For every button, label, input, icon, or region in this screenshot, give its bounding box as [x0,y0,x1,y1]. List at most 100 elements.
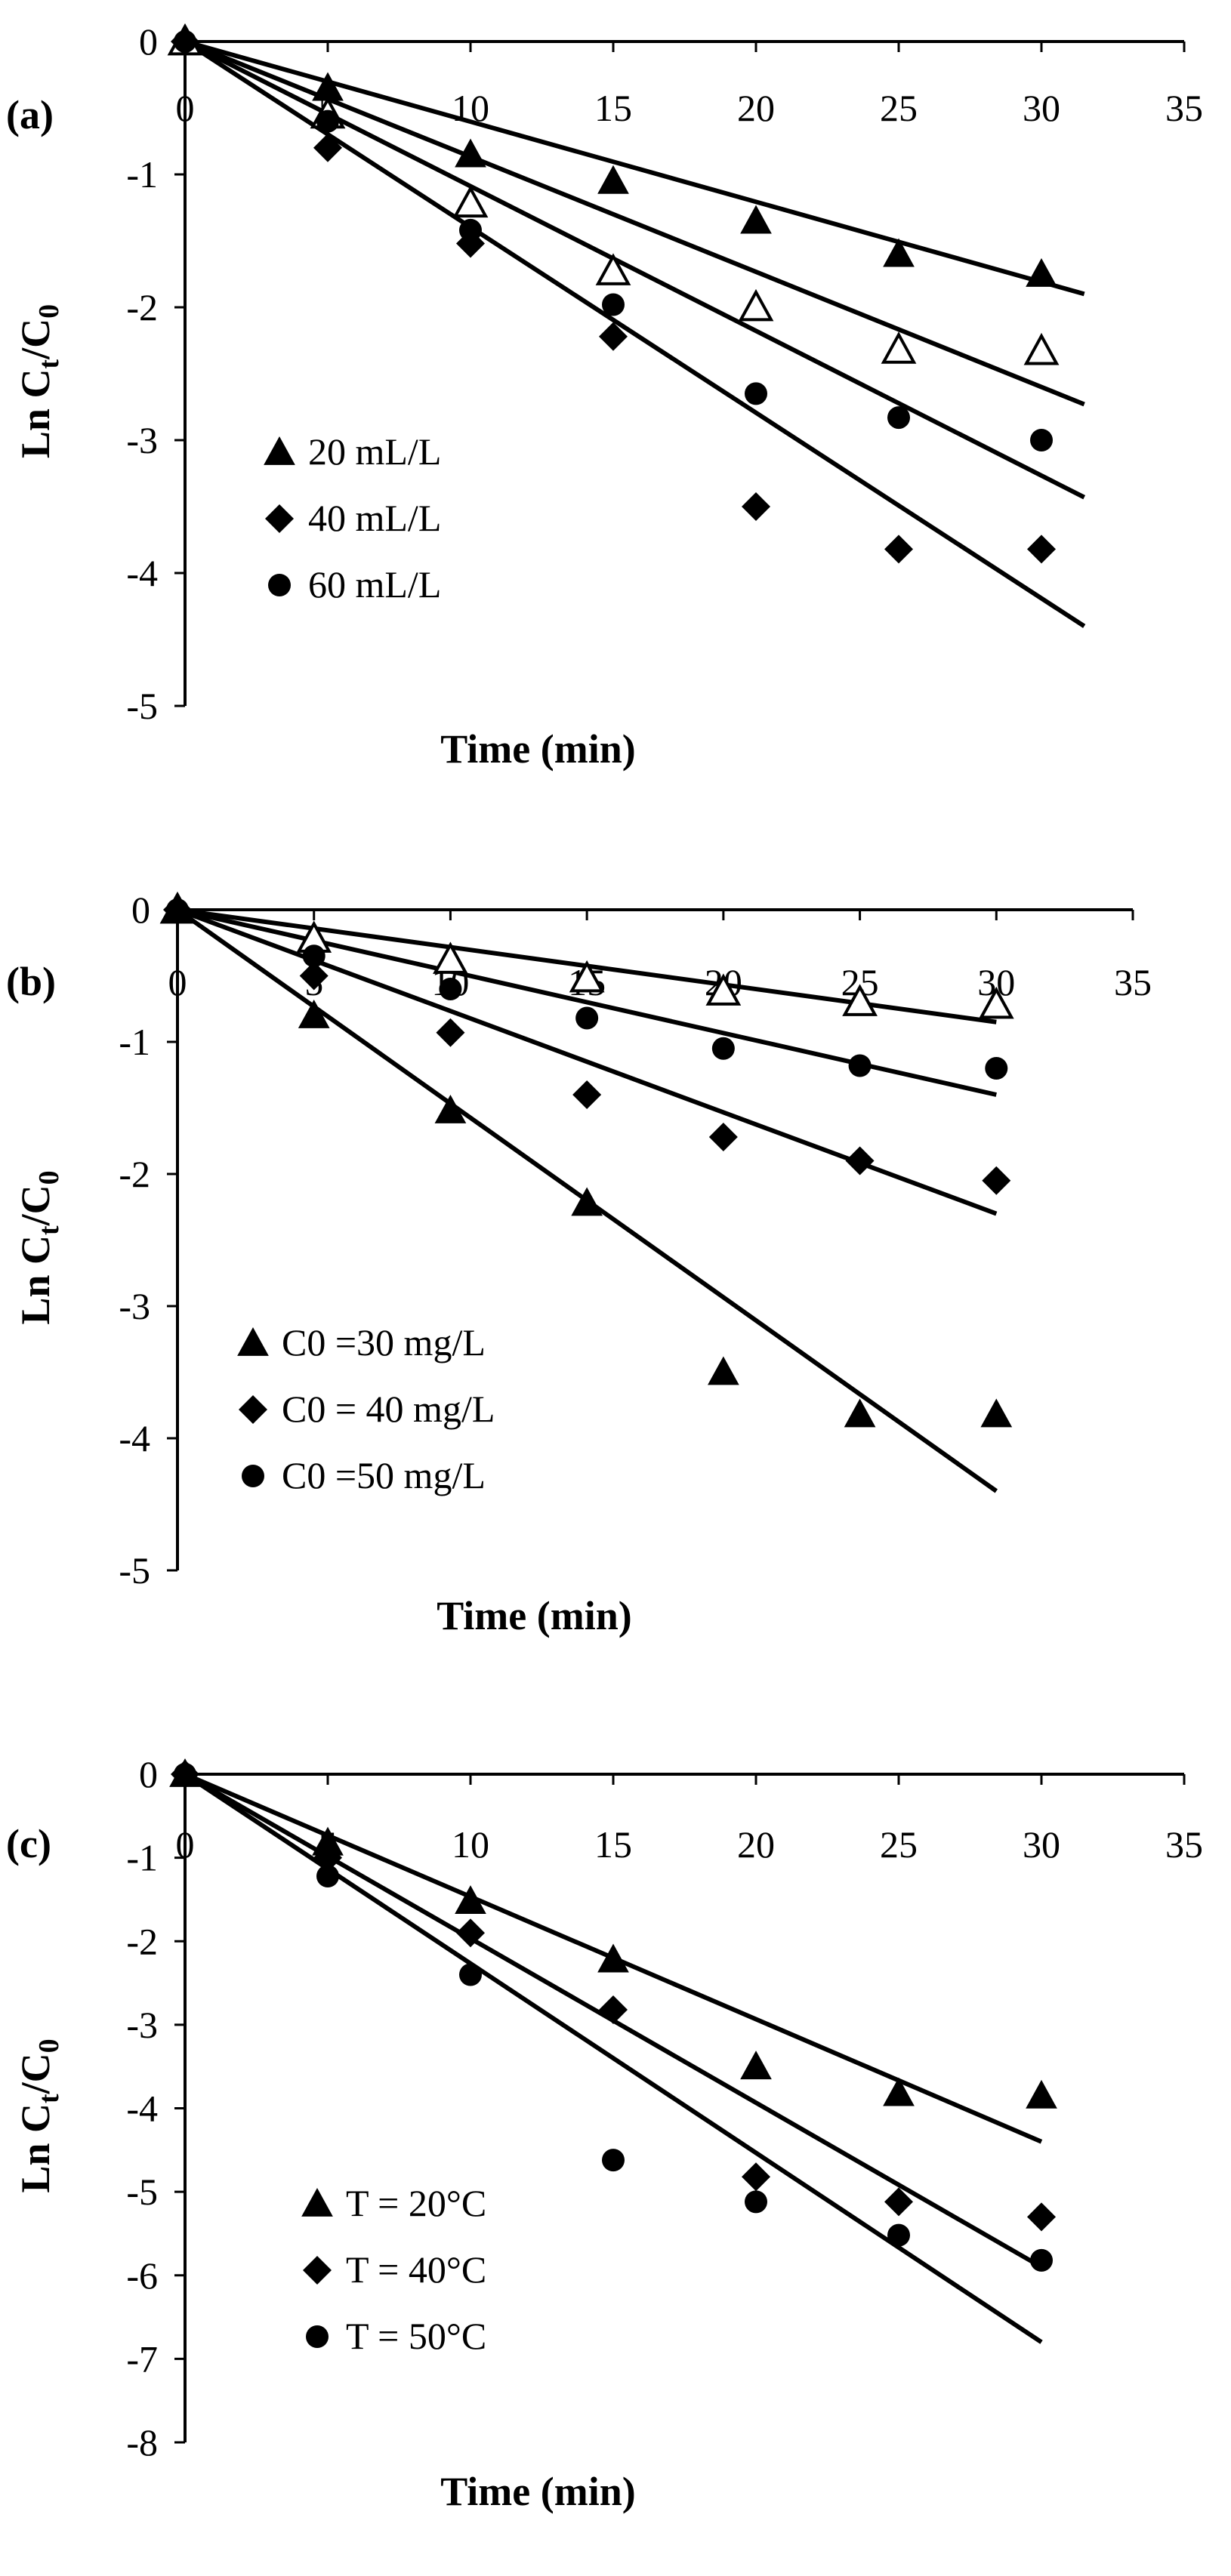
data-point-circle [887,406,910,430]
legend-marker-triangle [264,436,295,465]
legend-label: T = 40°C [346,2248,486,2291]
data-point-diamond [982,1166,1011,1195]
y-axis-label-sub1: t [33,2094,65,2103]
panel-label: (a) [6,92,54,137]
data-point-triangle-open [705,973,742,1006]
data-point-diamond [299,961,329,991]
data-point-triangle [455,1885,486,1915]
data-point-diamond [436,1018,465,1047]
x-tick-label: 25 [880,1823,918,1866]
y-tick-label: -5 [126,2171,158,2213]
data-point-triangle-open [433,941,468,974]
y-axis-label-base: Ln C [13,1235,58,1325]
x-tick-label: 0 [176,87,195,129]
y-tick-label: -3 [126,419,158,461]
data-point-circle [1030,429,1053,451]
x-tick-label: 0 [176,1823,195,1866]
x-axis-label: Time (min) [437,1593,631,1638]
data-point-circle [848,1054,872,1077]
fit-line-triangle [184,39,1085,297]
x-tick-label: 20 [737,1823,775,1866]
data-point-triangle [883,2077,915,2106]
x-tick-label: 0 [168,961,187,1003]
y-axis-label: Ln Ct/C0 [13,2038,65,2192]
legend: C0 =30 mg/L C0 = 40 mg/L C0 =50 mg/L [237,1321,495,1496]
data-point-triangle [883,238,915,267]
y-tick-label: -4 [126,2088,158,2130]
data-point-triangle [980,1398,1013,1428]
x-tick-label: 20 [737,87,775,129]
y-axis-label-mid: /C [13,1185,58,1226]
y-tick-label: 0 [139,20,158,63]
y-tick-label: -1 [119,1021,150,1063]
legend-label: C0 = 40 mg/L [282,1388,495,1430]
y-axis-label-sub2: 0 [33,1170,65,1185]
legend-marker-diamond [303,2256,332,2285]
y-tick-label: -4 [126,552,158,594]
x-tick-label: 25 [880,87,918,129]
legend-marker-circle [242,1465,264,1487]
legend-marker-diamond [265,504,294,533]
y-tick-label: 0 [131,889,150,931]
data-point-triangle [455,138,486,168]
data-point-triangle-open [569,960,605,993]
y-axis-label-sub1: t [33,359,65,369]
data-point-triangle [597,165,629,194]
y-axis-label-mid: /C [13,2053,58,2094]
data-point-triangle [740,2051,772,2080]
x-tick-label: 15 [594,1823,632,1866]
data-point-triangle [597,1943,629,1973]
fit-line-circle [184,39,1086,500]
data-point-diamond [171,27,199,56]
y-axis-label-sub1: t [33,1225,65,1235]
panel-label: (c) [6,1821,51,1866]
data-point-circle [602,293,625,316]
data-point-circle [985,1057,1008,1080]
y-tick-label: -8 [126,2421,158,2464]
data-point-triangle [434,1094,467,1123]
data-point-circle [316,1864,339,1887]
y-tick-label: -7 [126,2337,158,2380]
data-point-triangle [708,1356,739,1385]
legend-label: T = 50°C [346,2315,486,2357]
data-point-triangle-open [452,185,489,218]
y-tick-label: -1 [126,153,158,196]
y-tick-label: -6 [126,2254,158,2297]
y-tick-label: -3 [126,2004,158,2046]
y-tick-label: -4 [119,1417,150,1459]
data-point-diamond [742,2162,770,2192]
x-tick-label: 30 [1023,87,1060,129]
data-point-circle [316,109,339,133]
data-point-diamond [845,1146,875,1176]
y-tick-label: 0 [139,1753,158,1795]
legend-marker-triangle [237,1327,269,1356]
y-axis-label: Ln Ct/C0 [13,304,65,458]
fit-line-diamond [184,39,1086,628]
y-axis-label-sub2: 0 [33,2038,65,2053]
data-point-circle [1030,2248,1053,2272]
data-point-circle [575,1006,599,1030]
data-point-circle [174,1763,196,1786]
legend-label: C0 =30 mg/L [282,1321,486,1363]
data-point-diamond [884,2187,913,2217]
data-point-triangle-open [1023,332,1060,365]
legend: T = 20°C T = 40°C T = 50°C [301,2182,486,2357]
panel-b: 0-1-2-3-4-505101520253035(b)Time (min)Ln… [6,889,1152,1638]
data-point-diamond [599,1995,628,2024]
data-point-triangle [298,999,330,1028]
data-point-circle [602,2149,625,2172]
y-axis-label: Ln Ct/C0 [13,1170,65,1324]
y-axis-label-sub2: 0 [33,304,65,319]
data-point-diamond [1027,2202,1056,2232]
data-point-triangle-open [842,984,878,1016]
x-tick-label: 35 [1165,1823,1203,1866]
data-point-diamond [456,229,485,258]
data-point-diamond [1027,535,1056,564]
x-tick-label: 30 [1023,1823,1060,1866]
y-tick-label: -2 [126,286,158,328]
data-point-diamond [884,535,913,564]
data-point-triangle [844,1398,876,1428]
data-point-diamond [572,1080,602,1109]
fit-line-diamond [176,907,998,1216]
